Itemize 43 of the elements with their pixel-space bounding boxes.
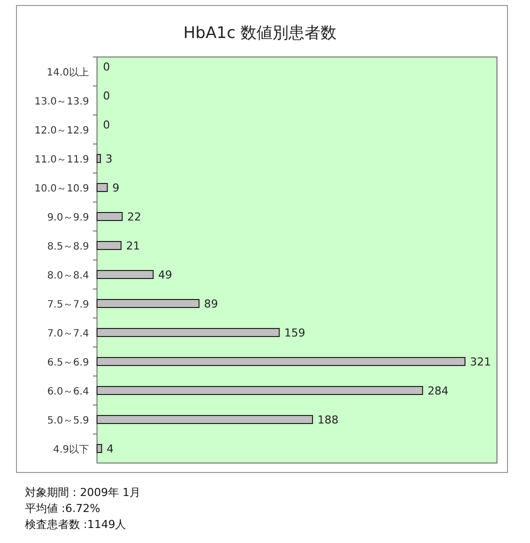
text: 対象期間：2009年 1月 — [25, 486, 140, 499]
y-tick-label: 7.5～7.9 — [47, 300, 89, 310]
y-tick-label: 14.0以上 — [46, 66, 89, 78]
data-label: 4 — [106, 442, 114, 456]
y-tick-label: 8.5～8.9 — [47, 242, 89, 252]
data-label: 159 — [284, 326, 306, 340]
data-label: 22 — [127, 210, 142, 224]
data-label: 0 — [103, 60, 110, 74]
y-tick-label: 12.0～12.9 — [34, 126, 89, 136]
text: 検査患者数 :1149人 — [25, 518, 126, 531]
chart-title: HbA1c 数値別患者数 — [183, 23, 337, 42]
bar — [96, 415, 314, 424]
y-tick-label: 11.0～11.9 — [34, 154, 89, 166]
bar — [96, 241, 122, 250]
data-label: 49 — [158, 268, 172, 282]
data-label: 21 — [126, 240, 140, 252]
data-label: 188 — [318, 414, 339, 426]
y-tick-label: 5.0～5.9 — [47, 416, 89, 426]
bar — [96, 270, 154, 279]
bar — [96, 444, 102, 453]
y-tick-label: 10.0～10.9 — [34, 184, 89, 194]
bar — [96, 299, 200, 308]
y-tick-label: 13.0～13.9 — [34, 96, 89, 108]
bar — [96, 212, 123, 221]
data-label: 0 — [103, 90, 110, 102]
y-tick-label: 9.0～9.9 — [47, 212, 89, 224]
y-tick-label: 8.0～8.4 — [47, 270, 89, 282]
bar — [96, 386, 424, 395]
data-label: 89 — [204, 298, 218, 310]
bar — [96, 357, 466, 366]
y-tick-label: 7.0～7.4 — [47, 328, 89, 340]
data-label: 284 — [428, 384, 449, 398]
data-label: 321 — [470, 356, 491, 368]
y-tick-label: 6.5～6.9 — [47, 358, 89, 368]
data-label: 0 — [103, 118, 110, 132]
y-tick-label: 6.0～6.4 — [47, 386, 89, 398]
data-label: 9 — [112, 182, 120, 194]
bar — [96, 328, 280, 337]
bar — [96, 154, 101, 163]
bar — [96, 183, 108, 192]
text: 平均値 :6.72% — [25, 502, 100, 515]
y-tick-label: 4.9以下 — [53, 444, 89, 456]
data-label: 3 — [105, 152, 112, 166]
